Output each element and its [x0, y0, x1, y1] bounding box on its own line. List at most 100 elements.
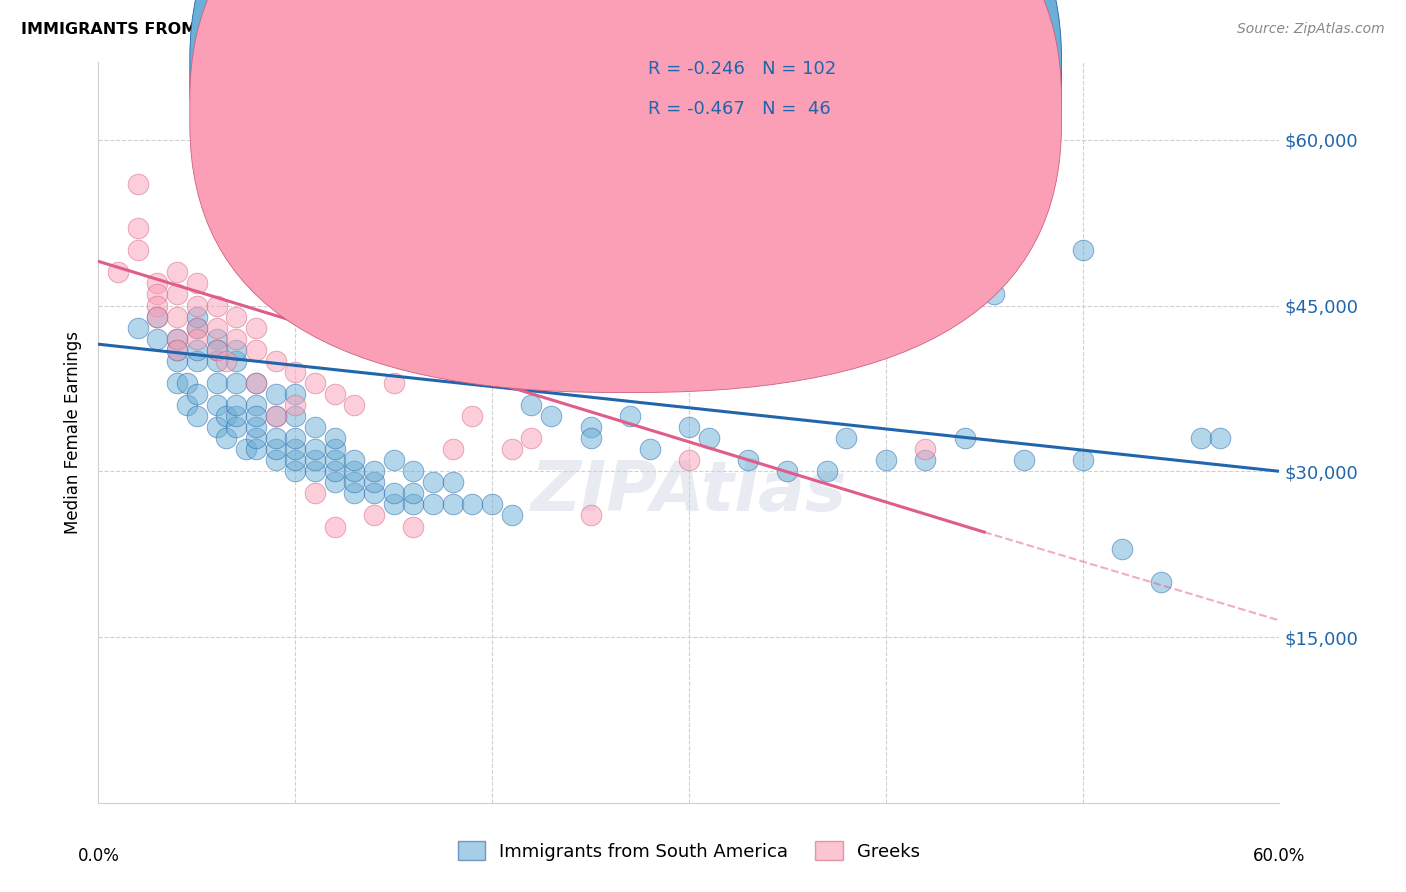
Point: [382, 453, 405, 467]
Point: [1150, 574, 1173, 589]
Point: [363, 508, 385, 523]
Point: [166, 310, 188, 324]
Point: [215, 353, 238, 368]
Point: [934, 277, 956, 291]
Point: [304, 420, 326, 434]
Point: [343, 453, 366, 467]
Point: [225, 409, 247, 423]
Point: [304, 442, 326, 457]
Point: [245, 420, 267, 434]
Point: [205, 320, 228, 334]
Point: [579, 508, 602, 523]
Point: [284, 453, 307, 467]
Point: [205, 420, 228, 434]
Point: [186, 320, 208, 334]
Point: [186, 310, 208, 324]
Point: [422, 498, 444, 512]
Point: [186, 332, 208, 346]
Point: [875, 453, 897, 467]
Point: [264, 353, 287, 368]
Point: [225, 353, 247, 368]
Point: [402, 498, 425, 512]
Point: [323, 464, 346, 478]
Point: [205, 332, 228, 346]
Point: [186, 343, 208, 357]
Point: [304, 464, 326, 478]
Point: [441, 442, 464, 457]
Point: [264, 409, 287, 423]
Point: [225, 420, 247, 434]
Point: [323, 387, 346, 401]
Point: [501, 442, 523, 457]
Point: [520, 431, 543, 445]
Point: [422, 320, 444, 334]
Point: [284, 431, 307, 445]
Point: [225, 376, 247, 390]
Point: [737, 453, 759, 467]
Point: [382, 376, 405, 390]
Point: [264, 453, 287, 467]
Text: R = -0.246   N = 102: R = -0.246 N = 102: [648, 60, 837, 78]
Text: R = -0.467   N =  46: R = -0.467 N = 46: [648, 100, 831, 118]
Point: [205, 343, 228, 357]
Point: [166, 376, 188, 390]
Point: [215, 409, 238, 423]
Point: [983, 287, 1005, 301]
Point: [264, 409, 287, 423]
Point: [245, 442, 267, 457]
Legend: Immigrants from South America, Greeks: Immigrants from South America, Greeks: [451, 834, 927, 868]
Point: [560, 320, 582, 334]
Point: [205, 299, 228, 313]
Point: [304, 453, 326, 467]
Point: [166, 287, 188, 301]
Point: [402, 486, 425, 500]
Point: [245, 343, 267, 357]
Point: [1111, 541, 1133, 556]
Point: [215, 431, 238, 445]
Point: [638, 442, 661, 457]
Point: [176, 398, 198, 412]
Point: [205, 376, 228, 390]
Point: [127, 221, 149, 235]
Y-axis label: Median Female Earnings: Median Female Earnings: [65, 331, 83, 534]
Point: [1071, 453, 1094, 467]
Point: [402, 464, 425, 478]
Point: [166, 343, 188, 357]
Point: [186, 353, 208, 368]
Point: [953, 431, 976, 445]
Point: [176, 376, 198, 390]
Point: [1012, 453, 1035, 467]
Point: [619, 409, 641, 423]
Point: [225, 332, 247, 346]
Point: [225, 398, 247, 412]
Point: [304, 486, 326, 500]
Point: [363, 475, 385, 490]
Text: IMMIGRANTS FROM SOUTH AMERICA VS GREEK MEDIAN FEMALE EARNINGS CORRELATION CHART: IMMIGRANTS FROM SOUTH AMERICA VS GREEK M…: [21, 22, 898, 37]
Point: [245, 409, 267, 423]
Point: [343, 464, 366, 478]
Point: [146, 299, 169, 313]
Point: [205, 398, 228, 412]
Point: [304, 376, 326, 390]
Point: [186, 299, 208, 313]
Point: [1071, 244, 1094, 258]
Point: [146, 310, 169, 324]
Point: [402, 519, 425, 533]
Point: [264, 442, 287, 457]
Point: [186, 387, 208, 401]
Point: [363, 486, 385, 500]
Text: 60.0%: 60.0%: [1253, 847, 1306, 865]
Point: [225, 343, 247, 357]
Point: [481, 498, 503, 512]
Point: [343, 486, 366, 500]
Point: [186, 320, 208, 334]
Point: [166, 332, 188, 346]
Point: [579, 420, 602, 434]
Point: [461, 498, 484, 512]
Text: 0.0%: 0.0%: [77, 847, 120, 865]
Point: [501, 508, 523, 523]
Point: [1189, 431, 1212, 445]
Point: [166, 265, 188, 279]
Point: [166, 332, 188, 346]
Point: [146, 310, 169, 324]
